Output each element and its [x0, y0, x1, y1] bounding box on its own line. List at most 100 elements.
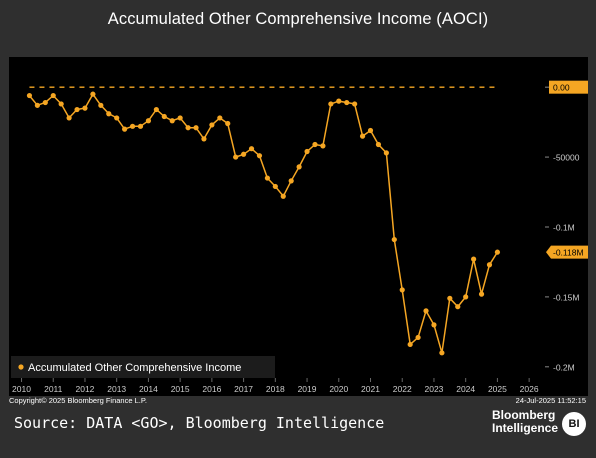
legend-box: [11, 356, 275, 378]
data-point: [375, 141, 382, 148]
data-point: [328, 101, 334, 107]
chart-title: Accumulated Other Comprehensive Income (…: [107, 10, 489, 28]
last-value-tag: [546, 245, 588, 259]
data-point: [478, 291, 485, 297]
y-tick-label: 0.00: [553, 83, 570, 93]
y-axis-panel: [545, 57, 588, 381]
plot-background: [9, 57, 545, 381]
data-point: [225, 120, 231, 127]
legend-label: Accumulated Other Comprehensive Income: [28, 362, 241, 374]
data-point: [415, 334, 421, 341]
data-point: [344, 99, 350, 106]
brand-name-line1: Bloomberg: [492, 408, 556, 422]
y-tick-label: -0.2M: [553, 362, 575, 372]
data-point: [280, 193, 286, 199]
data-point: [90, 91, 96, 97]
source-note: Source: DATA <GO>, Bloomberg Intelligenc…: [14, 414, 385, 432]
last-value-label: -0.118M: [553, 248, 584, 258]
data-point: [137, 123, 144, 129]
data-point: [241, 151, 247, 157]
data-point: [463, 294, 469, 300]
data-point: [58, 101, 64, 107]
data-point: [431, 322, 437, 328]
y-tick-label: -50000: [553, 153, 580, 163]
x-tick-label: 2010: [12, 384, 31, 394]
timestamp-text: 24-Jul-2025 11:52:15: [516, 396, 586, 405]
data-point: [26, 92, 33, 99]
y-tick-highlight: [549, 80, 588, 94]
x-tick-label: 2012: [76, 384, 95, 394]
x-tick-label: 2022: [393, 384, 412, 394]
data-point: [161, 113, 167, 120]
y-tick-label: -0.1M: [553, 222, 575, 232]
x-tick-label: 2014: [139, 384, 158, 394]
data-point: [106, 111, 112, 117]
brand-badge-icon: BI: [562, 412, 586, 436]
data-point: [486, 262, 493, 268]
data-point: [74, 106, 80, 113]
data-point: [256, 153, 263, 159]
x-tick-label: 2025: [488, 384, 507, 394]
data-point: [447, 295, 453, 301]
data-point: [264, 175, 270, 181]
data-point: [201, 136, 207, 142]
x-tick-label: 2021: [361, 384, 380, 394]
data-point: [359, 133, 366, 139]
data-point: [407, 341, 413, 348]
x-tick-label: 2026: [520, 384, 539, 394]
copyright-text: Copyright© 2025 Bloomberg Finance L.P.: [9, 396, 147, 405]
data-point: [248, 146, 255, 152]
data-point: [455, 304, 461, 310]
data-point: [304, 148, 310, 155]
data-point: [383, 150, 389, 156]
data-point: [122, 126, 128, 132]
data-point: [352, 101, 358, 107]
data-point: [114, 115, 120, 121]
data-point: [296, 164, 302, 170]
data-point: [34, 102, 40, 108]
data-point: [98, 102, 104, 108]
data-point: [288, 178, 294, 184]
data-point: [471, 256, 477, 262]
y-tick-label: -0.15M: [553, 292, 579, 302]
data-point: [42, 99, 48, 106]
x-tick-label: 2013: [107, 384, 126, 394]
data-point: [177, 115, 183, 121]
x-tick-label: 2018: [266, 384, 285, 394]
data-point: [494, 249, 501, 255]
data-point: [272, 183, 278, 190]
data-point: [129, 123, 136, 129]
data-point: [233, 154, 239, 160]
data-point: [423, 308, 429, 314]
data-point: [145, 118, 152, 124]
data-point: [82, 105, 88, 111]
data-point: [399, 287, 405, 293]
data-point: [50, 92, 56, 99]
x-tick-label: 2015: [171, 384, 190, 394]
data-point: [391, 236, 397, 243]
x-tick-label: 2019: [298, 384, 317, 394]
legend-marker: [18, 364, 24, 370]
data-point: [169, 118, 175, 124]
x-tick-label: 2016: [202, 384, 221, 394]
data-point: [367, 127, 374, 134]
x-tick-label: 2017: [234, 384, 253, 394]
data-point: [439, 350, 445, 356]
data-point: [217, 115, 223, 121]
data-point: [312, 141, 318, 148]
brand-name-line2: Intelligence: [492, 421, 559, 435]
brand-logo: Bloomberg Intelligence: [492, 409, 558, 435]
data-point: [336, 98, 342, 104]
x-tick-label: 2011: [44, 384, 63, 394]
x-tick-label: 2024: [456, 384, 475, 394]
x-tick-label: 2023: [424, 384, 443, 394]
data-point: [66, 115, 72, 121]
data-point: [193, 125, 199, 131]
data-point: [185, 125, 191, 131]
x-axis-panel: [9, 381, 588, 396]
data-point: [209, 122, 215, 128]
x-tick-label: 2020: [329, 384, 348, 394]
